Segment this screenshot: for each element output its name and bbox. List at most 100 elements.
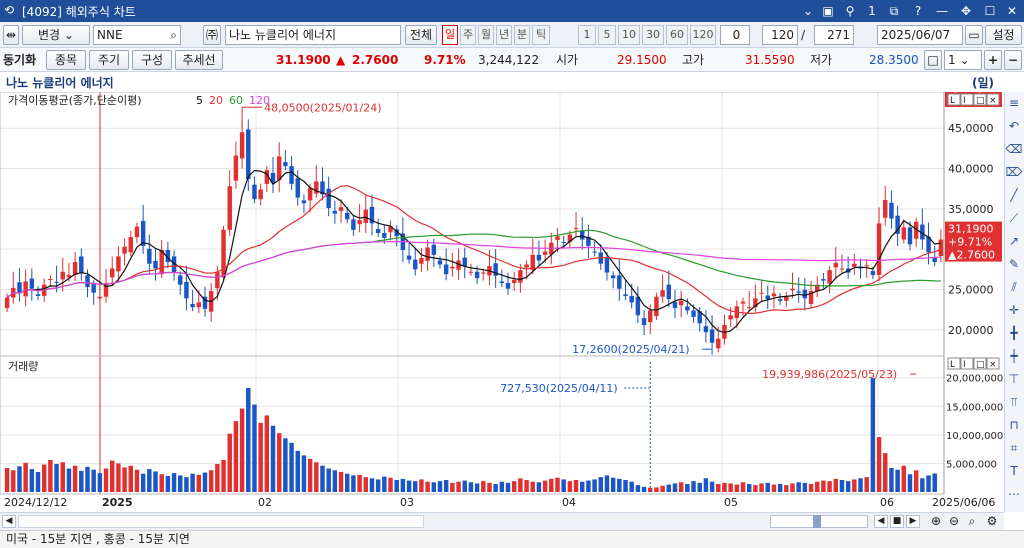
menu-icon[interactable]: ⌄ (802, 4, 814, 18)
symbol-input[interactable]: NNE ⌕ (93, 25, 181, 45)
save-icon[interactable]: ▭ (965, 25, 983, 45)
search-button[interactable]: ㈜ (203, 25, 221, 45)
interval-1[interactable]: 1 (578, 25, 596, 45)
low-price: 28.3500 (869, 53, 919, 67)
minimize-icon[interactable]: — (936, 4, 948, 18)
trend-line-icon[interactable]: ⟋ (1009, 211, 1019, 225)
interval-10[interactable]: 10 (618, 25, 640, 45)
prev-page-button[interactable]: ◀ (874, 515, 888, 528)
custom-interval-input[interactable]: 0 (720, 25, 750, 45)
volume-panel-control-2[interactable] (973, 357, 987, 370)
volume-bar (66, 468, 72, 492)
multi-chart-select[interactable]: 1 ⌄ (944, 50, 982, 70)
volume-panel-control-3[interactable] (986, 357, 1000, 370)
price-panel-control-3[interactable] (986, 93, 1000, 106)
gear-icon[interactable]: ⚙ (986, 514, 998, 528)
fan-tool-icon[interactable]: ⫪ (1010, 395, 1018, 409)
channel-tool-icon[interactable]: ⫽ (1011, 280, 1017, 294)
period-tab-year[interactable]: 년 (496, 25, 512, 45)
pin-icon[interactable]: ⚲ (845, 4, 855, 18)
candle (314, 181, 319, 194)
candle (202, 296, 208, 309)
compose-button[interactable]: 구성 (132, 50, 172, 70)
stock-name-field: 나노 뉴클리어 에너지 (225, 25, 401, 45)
trendline-button[interactable]: 추세선 (175, 50, 223, 70)
search-zoom-icon[interactable]: ⌕ (968, 514, 976, 528)
link-icon[interactable]: ⟲ (4, 3, 15, 17)
volume-panel-control-0[interactable] (947, 357, 961, 370)
x-tick-label: 2025 (102, 496, 133, 509)
all-button[interactable]: 전체 (405, 25, 437, 45)
cross-tool-icon[interactable]: ✛ (1008, 303, 1020, 317)
settings-button[interactable]: 설정 (985, 25, 1022, 45)
period-tab-week[interactable]: 주 (460, 25, 476, 45)
next-page-button[interactable]: ▶ (906, 515, 920, 528)
fibonacci-icon[interactable]: ⊤ (1008, 372, 1020, 386)
candle (79, 256, 84, 273)
period-button[interactable]: 주기 (89, 50, 129, 70)
volume-bar (153, 471, 158, 492)
close-icon[interactable]: ✕ (1006, 4, 1018, 18)
interval-60[interactable]: 60 (666, 25, 688, 45)
zoom-slider-thumb[interactable] (813, 515, 821, 528)
period-tab-day[interactable]: 일 (442, 25, 458, 45)
ray-tool-icon[interactable]: ↗ (1008, 234, 1020, 248)
candle (320, 181, 325, 195)
undo-icon[interactable]: ↶ (1008, 119, 1020, 133)
candle (746, 307, 752, 309)
interval-30[interactable]: 30 (642, 25, 664, 45)
link-toggle-button[interactable]: ⇹ (3, 25, 19, 45)
window-list-icon[interactable]: ▣ (822, 4, 834, 18)
arc-tool-icon[interactable]: ⊓ (1009, 418, 1019, 432)
candle (184, 281, 189, 299)
price-panel-control-1[interactable] (960, 93, 974, 106)
change-dropdown[interactable]: 변경 ⌄ (22, 25, 90, 45)
add-chart-button[interactable]: + (984, 50, 1002, 70)
candle (573, 228, 579, 230)
volume-bar (518, 478, 523, 492)
copy-icon[interactable]: ⧉ (889, 4, 899, 18)
zoom-in-icon[interactable]: ⊕ (930, 514, 942, 528)
symbol-button[interactable]: 종목 (46, 50, 86, 70)
volume-panel-control-1[interactable] (960, 357, 974, 370)
list-icon[interactable]: ≡ (1008, 96, 1020, 110)
chart-area[interactable]: 20,000025,000030,000035,000040,000045,00… (0, 82, 1004, 512)
price-panel-control-0[interactable] (947, 93, 961, 106)
display-count-input[interactable]: 120 (762, 25, 798, 45)
gann-tool-icon[interactable]: ⌗ (1010, 441, 1018, 455)
price-panel-control-2[interactable] (973, 93, 987, 106)
move-icon[interactable]: ✥ (960, 4, 972, 18)
eraser-icon[interactable]: ⌦ (1005, 165, 1023, 179)
pencil-icon[interactable]: ✎ (1008, 257, 1020, 271)
zoom-slider[interactable] (770, 515, 868, 528)
candle (666, 284, 672, 300)
remove-chart-button[interactable]: − (1004, 50, 1022, 70)
text-tool-icon[interactable]: T (1010, 464, 1018, 478)
interval-5[interactable]: 5 (598, 25, 616, 45)
number-icon[interactable]: 1 (868, 4, 876, 18)
maximize-icon[interactable]: ☐ (984, 4, 996, 18)
horizontal-line-icon[interactable]: ╋ (1010, 326, 1018, 340)
chart-svg[interactable]: 20,000025,000030,000035,000040,000045,00… (0, 82, 1004, 512)
screen-split-button[interactable]: □ (924, 50, 942, 70)
eraser-all-icon[interactable]: ⌫ (1005, 142, 1023, 156)
stop-button[interactable]: ■ (890, 515, 904, 528)
volume-bar (363, 477, 369, 492)
scroll-left-button[interactable]: ◀ (2, 515, 16, 528)
candle (505, 283, 511, 289)
more-tools-icon[interactable]: ⋯ (1008, 487, 1020, 501)
interval-120[interactable]: 120 (690, 25, 716, 45)
period-tab-month[interactable]: 월 (478, 25, 494, 45)
candle (913, 221, 919, 239)
candle (246, 129, 251, 180)
period-tab-minute[interactable]: 분 (514, 25, 530, 45)
date-picker[interactable]: 2025/06/07 (877, 25, 963, 45)
zoom-out-icon[interactable]: ⊖ (948, 514, 960, 528)
volume-bar (617, 478, 622, 492)
candle (561, 241, 566, 243)
vertical-line-icon[interactable]: ┿ (1010, 349, 1018, 363)
period-tab-tick[interactable]: 틱 (532, 25, 550, 45)
help-icon[interactable]: ? (914, 4, 922, 18)
line-tool-icon[interactable]: ╱ (1010, 188, 1018, 202)
horizontal-scrollbar[interactable] (18, 515, 424, 528)
